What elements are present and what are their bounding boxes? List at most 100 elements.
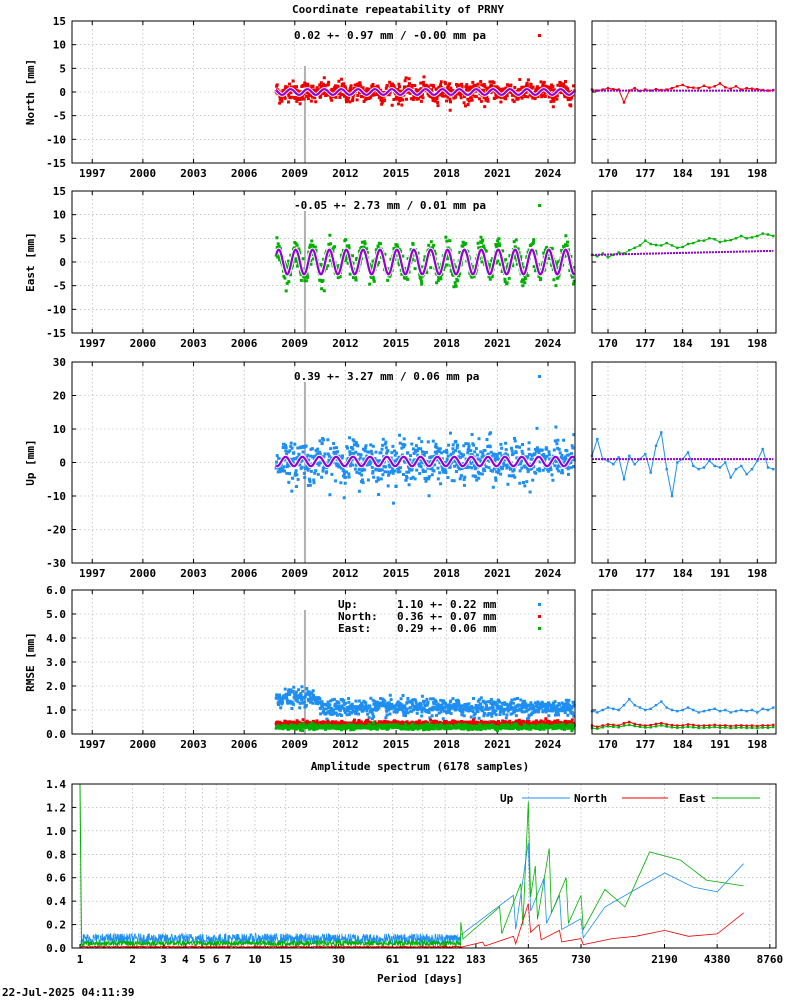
north-recent-points — [590, 82, 775, 104]
x-tick-label: 2012 — [332, 167, 359, 180]
x-tick-label: 2021 — [484, 567, 511, 580]
x-tick-label: 30 — [332, 953, 345, 966]
y-tick-label: 0.4 — [46, 895, 66, 908]
x-tick-label: 1997 — [79, 337, 106, 350]
x-tick-label: 2000 — [130, 337, 157, 350]
x-tick-label: 7 — [225, 953, 232, 966]
x-tick-label: 5 — [199, 953, 206, 966]
stats-label: 0.02 +- 0.97 mm / -0.00 mm pa — [294, 29, 486, 42]
y-tick-label: 6.0 — [46, 584, 66, 597]
legend-label-east: East — [679, 792, 706, 805]
stats-legend-swatch — [538, 375, 541, 378]
x-tick-label: 2009 — [282, 567, 309, 580]
spectrum-xlabel: Period [days] — [377, 972, 463, 985]
east-recent-frame — [591, 190, 777, 334]
up-panel: 1997 2000 2003 2006 2009 2012 2015 2018 2021 2024… — [24, 356, 576, 580]
x-tick-label: 2012 — [332, 738, 359, 751]
up-recent-panel: 170 177 184 191 198 — [590, 361, 777, 580]
legend-label-up: Up — [500, 792, 514, 805]
x-tick-label: 191 — [710, 567, 730, 580]
y-tick-label: 0.0 — [46, 942, 66, 955]
spectrum-east-spike — [79, 783, 82, 943]
y-tick-label: -10 — [46, 303, 66, 316]
rmse-east-points — [274, 721, 576, 733]
x-tick-label: 6 — [213, 953, 220, 966]
spectrum-legend: Up North East — [500, 792, 760, 805]
x-tick-label: 1997 — [79, 738, 106, 751]
stats-label: 0.39 +- 3.27 mm / 0.06 mm pa — [294, 370, 479, 383]
x-tick-label: 2003 — [180, 167, 207, 180]
stats-line-label: Up: — [338, 598, 358, 611]
up-frame — [71, 361, 576, 564]
x-tick-label: 184 — [673, 167, 693, 180]
stats-legend-swatch — [538, 204, 541, 207]
x-tick-label: 2021 — [484, 167, 511, 180]
y-tick-label: -15 — [46, 327, 66, 340]
x-tick-label: 91 — [416, 953, 430, 966]
east-scatter-points — [274, 233, 576, 293]
x-tick-label: 122 — [435, 953, 455, 966]
y-tick-label: 1.0 — [46, 825, 66, 838]
y-tick-label: -10 — [46, 133, 66, 146]
y-tick-label: 15 — [53, 15, 66, 28]
stats-legend-swatch — [538, 615, 541, 618]
y-tick-label: 5 — [59, 62, 66, 75]
x-tick-label: 177 — [635, 567, 655, 580]
rmse-up-recent-points — [590, 698, 775, 714]
x-tick-label: 2003 — [180, 337, 207, 350]
rmse-recent-panel: 170 177 184 191 198 — [590, 589, 777, 751]
x-tick-label: 4380 — [704, 953, 731, 966]
x-tick-label: 2015 — [383, 738, 410, 751]
y-tick-label: 3.0 — [46, 656, 66, 669]
x-tick-label: 4 — [182, 953, 189, 966]
rmse-panel: 1997 2000 2003 2006 2009 2012 2015 2018 2021 2024… — [24, 584, 576, 751]
x-tick-label: 2024 — [535, 167, 562, 180]
north-points — [274, 75, 576, 112]
y-tick-label: 0 — [59, 457, 66, 470]
x-tick-label: 170 — [598, 738, 618, 751]
rmse-scatter-points — [274, 685, 576, 733]
stats-line-label: East: — [338, 622, 371, 635]
spectrum-panel: Amplitude spectrum (6178 samples) Period … — [46, 760, 783, 985]
x-tick-label: 2024 — [535, 738, 562, 751]
x-tick-label: 177 — [635, 167, 655, 180]
stats-line-value: 0.29 +- 0.06 mm — [397, 622, 497, 635]
x-tick-label: 2018 — [433, 567, 460, 580]
y-tick-label: 0.2 — [46, 919, 66, 932]
x-tick-label: 2009 — [282, 337, 309, 350]
x-tick-label: 61 — [386, 953, 400, 966]
y-tick-label: 0.6 — [46, 872, 66, 885]
spectrum-north-line — [80, 903, 744, 950]
rmse-up-points — [274, 685, 576, 724]
x-tick-label: 2024 — [535, 337, 562, 350]
x-tick-label: 191 — [710, 167, 730, 180]
stats-line-value: 1.10 +- 0.22 mm — [397, 598, 497, 611]
spectrum-up-line — [80, 842, 744, 946]
x-tick-label: 2000 — [130, 738, 157, 751]
x-tick-label: 198 — [747, 738, 767, 751]
x-tick-label: 2012 — [332, 337, 359, 350]
stats-label: -0.05 +- 2.73 mm / 0.01 mm pa — [294, 199, 486, 212]
y-tick-label: -30 — [46, 557, 66, 570]
y-tick-label: 10 — [53, 423, 66, 436]
x-tick-label: 2018 — [433, 738, 460, 751]
x-tick-label: 170 — [598, 167, 618, 180]
stats-legend-swatch — [538, 34, 541, 37]
north-scatter-points — [274, 75, 576, 112]
x-tick-label: 2006 — [231, 567, 258, 580]
x-tick-label: 2018 — [433, 337, 460, 350]
y-tick-label: 0.8 — [46, 848, 66, 861]
x-tick-label: 2015 — [383, 567, 410, 580]
y-axis-label: East [mm] — [24, 232, 37, 292]
x-tick-label: 2003 — [180, 738, 207, 751]
x-tick-label: 1997 — [79, 567, 106, 580]
y-axis-label: North [mm] — [24, 59, 37, 125]
y-tick-label: 1.2 — [46, 801, 66, 814]
x-tick-label: 2006 — [231, 738, 258, 751]
east-recent-model — [591, 249, 774, 256]
north-model-curve — [275, 88, 575, 96]
y-axis-label: RMSE [mm] — [24, 632, 37, 692]
x-tick-label: 2012 — [332, 567, 359, 580]
spectrum-frame — [71, 783, 777, 949]
